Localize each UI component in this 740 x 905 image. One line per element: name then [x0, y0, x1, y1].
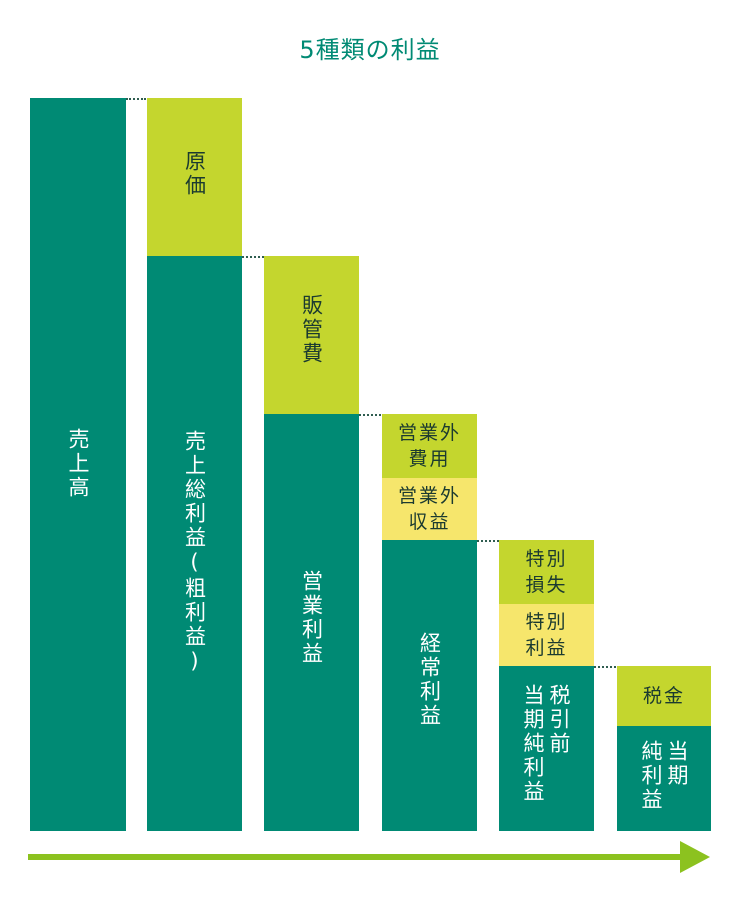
sales-label: 売上高	[66, 428, 90, 500]
ordinary-profit-block: 経常利益	[382, 540, 477, 831]
extraordinary-loss-line1: 特別	[525, 548, 568, 570]
pretax-profit-block: 税引前 当期純利益	[499, 666, 594, 831]
flow-arrow-head-icon	[680, 841, 710, 873]
sga-label: 販管費	[299, 294, 324, 366]
extraordinary-loss-label: 特別 損失	[499, 546, 594, 598]
operating-profit-label: 営業利益	[299, 570, 324, 666]
net-profit-label-col1: 当期	[665, 740, 689, 788]
net-profit-block: 当期 純利益	[617, 726, 711, 831]
flow-arrow-line	[28, 854, 682, 860]
chart-title: 5種類の利益	[299, 36, 441, 64]
pretax-profit-label-col2: 当期純利益	[521, 684, 545, 804]
gross-profit-label: 売上総利益(粗利益)	[182, 430, 207, 676]
connector-dots	[126, 98, 146, 100]
extraordinary-loss-block: 特別 損失	[499, 540, 594, 604]
non-operating-income-label: 営業外 収益	[382, 483, 477, 535]
gross-profit-block: 売上総利益(粗利益)	[147, 256, 242, 831]
extraordinary-income-label: 特別 利益	[499, 609, 594, 661]
tax-label: 税金	[617, 683, 711, 709]
net-profit-label-col2: 純利益	[639, 740, 663, 812]
extraordinary-income-block: 特別 利益	[499, 604, 594, 666]
non-operating-income-line1: 営業外	[397, 485, 461, 507]
extraordinary-loss-line2: 損失	[525, 574, 568, 596]
operating-profit-block: 営業利益	[264, 414, 359, 831]
cost-label: 原価	[182, 150, 207, 198]
tax-label-text: 税金	[642, 685, 685, 707]
non-operating-expense-label: 営業外 費用	[382, 420, 477, 472]
pretax-profit-label-col1: 税引前	[547, 684, 571, 756]
connector-dots	[594, 666, 616, 668]
non-operating-income-line2: 収益	[408, 511, 451, 533]
extraordinary-income-line1: 特別	[525, 611, 568, 633]
tax-block: 税金	[617, 666, 711, 726]
non-operating-expense-line1: 営業外	[397, 422, 461, 444]
connector-dots	[242, 256, 264, 258]
extraordinary-income-line2: 利益	[525, 637, 568, 659]
non-operating-expense-line2: 費用	[408, 448, 451, 470]
connector-dots	[359, 414, 381, 416]
connector-dots	[477, 540, 499, 542]
cost-block: 原価	[147, 98, 242, 256]
non-operating-expense-block: 営業外 費用	[382, 414, 477, 478]
sga-block: 販管費	[264, 256, 359, 414]
sales-block: 売上高	[30, 98, 126, 831]
ordinary-profit-label: 経常利益	[417, 632, 442, 728]
non-operating-income-block: 営業外 収益	[382, 478, 477, 540]
